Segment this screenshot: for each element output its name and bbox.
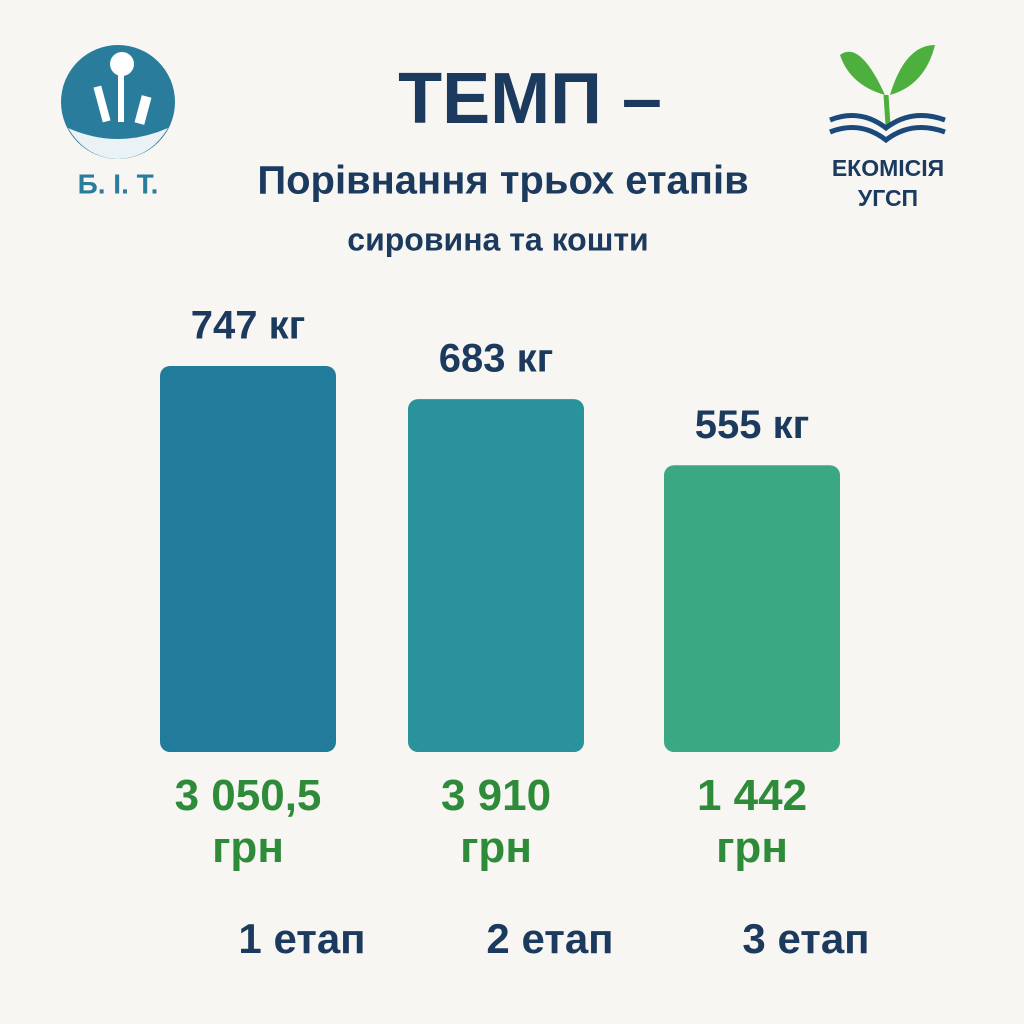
chart-title: ТЕМП –: [398, 59, 662, 139]
bar: [160, 366, 336, 752]
bar: [408, 399, 584, 752]
logo-bit: [61, 45, 175, 159]
bar: [664, 465, 840, 752]
value-label: 555 кг: [695, 403, 810, 447]
cost-label: 3 910 грн: [440, 771, 552, 872]
value-label: 683 кг: [439, 337, 554, 381]
logo-text: Б. І. Т.: [78, 168, 159, 199]
chart-caption: сировина та кошти: [347, 221, 648, 257]
logo-ecomission: [829, 45, 946, 144]
cost-label: 1 442 грн: [696, 771, 808, 872]
category-label: 2 етап: [486, 915, 613, 962]
logo-text: ЕКОМІСІЯ: [832, 155, 944, 181]
category-label: 1 етап: [238, 915, 365, 962]
chart-subtitle: Порівнання трьох етапів: [257, 159, 748, 203]
category-label: 3 етап: [742, 915, 869, 962]
value-label: 747 кг: [191, 304, 306, 348]
logo-text: УГСП: [858, 185, 918, 211]
cost-label: 3 050,5 грн: [174, 771, 322, 872]
